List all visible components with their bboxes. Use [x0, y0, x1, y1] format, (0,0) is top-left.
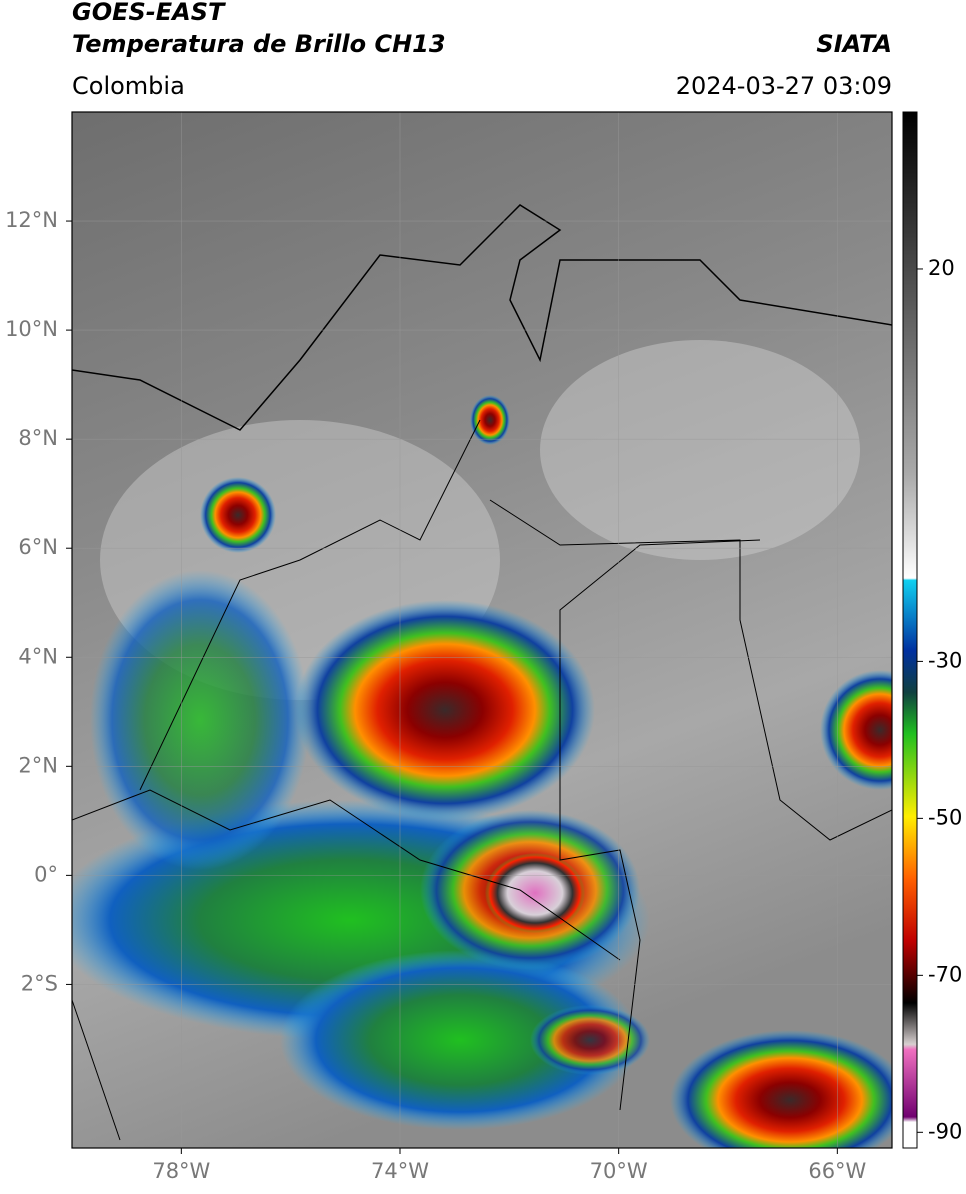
- subtitle: Temperatura de Brillo CH13: [72, 30, 446, 58]
- coastline: [72, 204, 892, 431]
- storm-core: [485, 853, 585, 933]
- satellite-image: [72, 112, 892, 1148]
- cloud-cold: [280, 950, 640, 1130]
- map-frame: [71, 111, 893, 1149]
- colorbar: [902, 111, 918, 1149]
- storm: [200, 477, 276, 553]
- colorbar-tick-label: -30: [928, 648, 962, 672]
- colorbar-tick-label: -90: [928, 1119, 962, 1143]
- colorbar-tick-label: -50: [928, 805, 962, 829]
- timestamp: 2024-03-27 03:09: [676, 72, 892, 100]
- source: SIATA: [816, 30, 892, 58]
- cloud: [540, 340, 860, 560]
- storm: [530, 1005, 650, 1075]
- lat-tick-label: 2°S: [21, 971, 58, 995]
- storm: [470, 395, 510, 445]
- lon-tick-label: 66°W: [808, 1159, 866, 1183]
- lat-tick-label: 2°N: [18, 753, 58, 777]
- lat-tick-label: 8°N: [18, 426, 58, 450]
- lat-tick-label: 12°N: [5, 208, 58, 232]
- storm: [670, 1030, 892, 1148]
- lat-tick-label: 4°N: [18, 644, 58, 668]
- lat-tick-label: 0°: [34, 862, 58, 886]
- lon-tick-label: 70°W: [590, 1159, 648, 1183]
- lon-tick-label: 78°W: [152, 1159, 210, 1183]
- title: GOES-EAST: [72, 0, 226, 26]
- lat-tick-label: 10°N: [5, 317, 58, 341]
- border: [72, 419, 892, 1141]
- graticule: [66, 112, 892, 1154]
- colorbar-ticks: 20 -30 -50 -70 -90: [917, 256, 962, 1143]
- lon-tick-label: 74°W: [371, 1159, 429, 1183]
- storm: [820, 670, 892, 790]
- lat-tick-label: 6°N: [18, 535, 58, 559]
- region: Colombia: [72, 72, 185, 100]
- cloud-cold: [90, 570, 310, 870]
- storm: [295, 600, 595, 820]
- colorbar-tick-label: 20: [928, 256, 955, 280]
- colorbar-tick-label: -70: [928, 962, 962, 986]
